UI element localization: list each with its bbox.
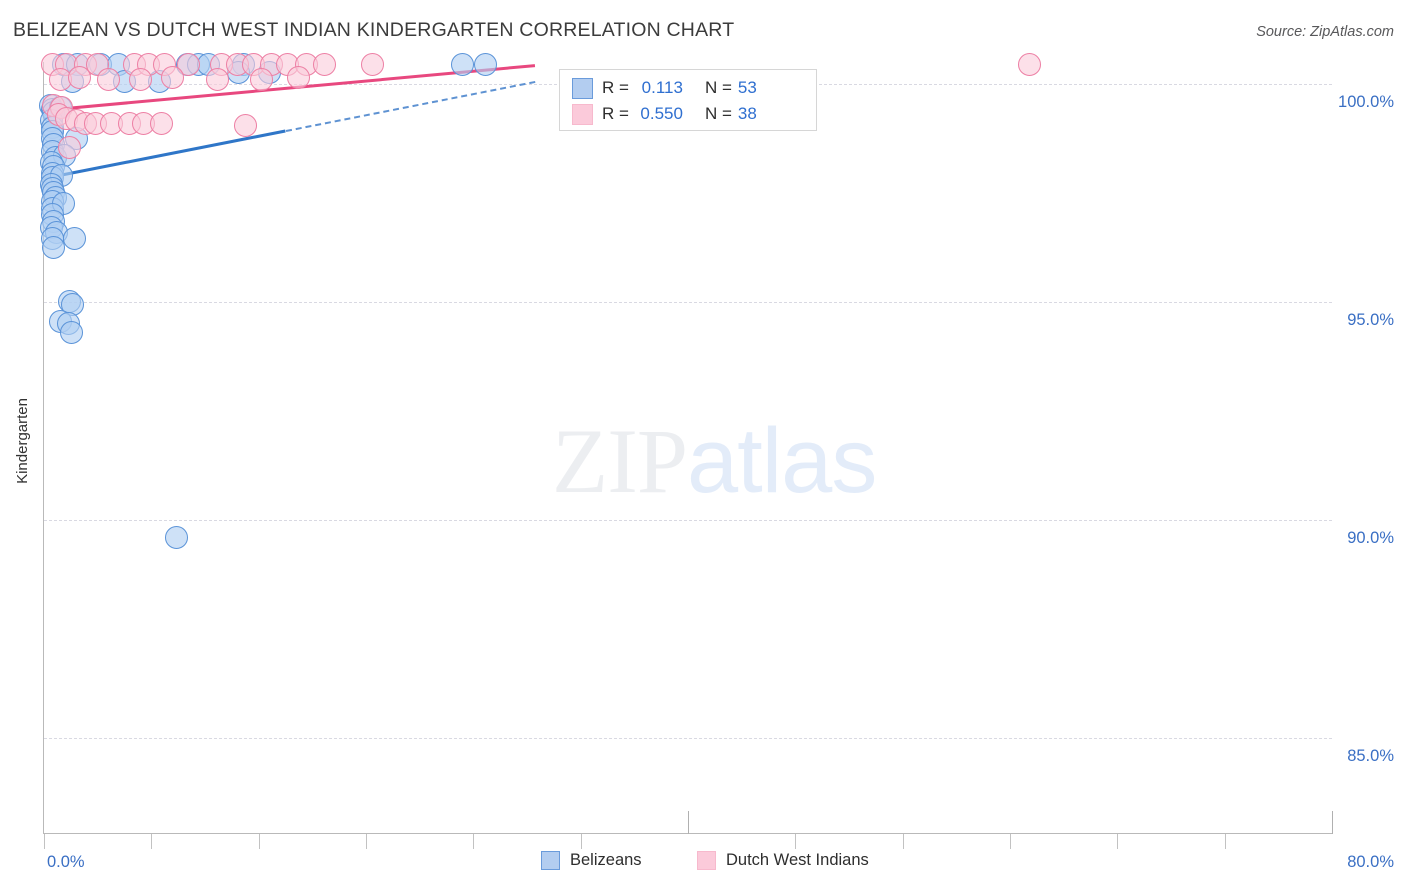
r-label-belizeans: R = (602, 78, 629, 97)
scatter-point-dutch-west-indians[interactable] (161, 65, 185, 89)
scatter-point-belizeans[interactable] (42, 235, 66, 259)
legend-swatch-belizeans (541, 851, 560, 870)
stats-row-dutch-west-indians: R = 0.550 N = 38 (572, 101, 757, 127)
scatter-point-belizeans[interactable] (451, 52, 475, 76)
y-axis-title: Kindergarten (14, 398, 31, 484)
scatter-point-dutch-west-indians[interactable] (1017, 52, 1041, 76)
y-axis-line (43, 62, 44, 834)
x-tick-5 (580, 834, 582, 849)
r-value-belizeans: 0.113 (641, 78, 683, 97)
scatter-point-dutch-west-indians[interactable] (177, 52, 201, 76)
legend-swatch-dutch-west-indians (697, 851, 716, 870)
n-value-belizeans: 53 (737, 78, 757, 97)
scatter-point-dutch-west-indians[interactable] (360, 52, 384, 76)
scatter-point-dutch-west-indians[interactable] (233, 113, 257, 137)
n-label-dutch-west-indians: N = (704, 104, 732, 123)
stats-swatch-belizeans (572, 77, 593, 99)
x-tick-2 (258, 834, 260, 849)
gridline-90 (44, 519, 1332, 521)
r-value-dutch-west-indians: 0.550 (640, 104, 683, 123)
y-tick-label-95: 95.0% (1347, 310, 1394, 329)
gridline-95 (44, 301, 1332, 303)
x-tick-12 (1332, 811, 1333, 834)
scatter-point-dutch-west-indians[interactable] (286, 65, 310, 89)
n-value-dutch-west-indians: 38 (737, 104, 757, 123)
legend-label-belizeans: Belizeans (570, 851, 642, 869)
y-tick-label-90: 90.0% (1347, 528, 1394, 547)
scatter-point-dutch-west-indians[interactable] (206, 67, 230, 91)
r-label-dutch-west-indians: R = (602, 104, 629, 123)
x-tick-4 (473, 834, 475, 849)
x-axis-min-label: 0.0% (47, 853, 85, 871)
x-axis-max-label: 80.0% (1347, 853, 1394, 871)
legend-label-dutch-west-indians: Dutch West Indians (726, 851, 869, 869)
x-tick-11 (1224, 834, 1226, 849)
x-tick-6 (688, 811, 689, 834)
x-tick-0 (44, 834, 45, 849)
scatter-point-dutch-west-indians[interactable] (312, 52, 336, 76)
y-tick-label-85: 85.0% (1347, 747, 1394, 766)
x-tick-9 (1010, 834, 1011, 849)
legend-item-belizeans[interactable]: Belizeans (541, 851, 642, 870)
scatter-point-belizeans[interactable] (59, 320, 83, 344)
stats-legend-box: R = 0.113 N = 53 R = 0.550 N = 38 (559, 69, 817, 131)
scatter-point-dutch-west-indians[interactable] (249, 67, 273, 91)
x-tick-1 (151, 834, 153, 849)
stats-swatch-dutch-west-indians (572, 103, 593, 125)
y-tick-label-100: 100.0% (1338, 92, 1394, 111)
gridline-85 (44, 738, 1332, 740)
page-title: BELIZEAN VS DUTCH WEST INDIAN KINDERGART… (13, 19, 735, 41)
x-tick-7 (795, 834, 797, 849)
scatter-point-dutch-west-indians[interactable] (96, 67, 120, 91)
scatter-point-belizeans[interactable] (164, 525, 188, 549)
x-tick-3 (366, 834, 367, 849)
scatter-point-dutch-west-indians[interactable] (150, 111, 174, 135)
x-tick-8 (902, 834, 904, 849)
scatter-point-dutch-west-indians[interactable] (67, 65, 91, 89)
scatter-point-dutch-west-indians[interactable] (58, 135, 82, 159)
legend-item-dutch-west-indians[interactable]: Dutch West Indians (697, 851, 869, 870)
scatter-point-belizeans[interactable] (473, 52, 497, 76)
scatter-point-belizeans[interactable] (63, 227, 87, 251)
stats-row-belizeans: R = 0.113 N = 53 (572, 75, 757, 101)
scatter-point-dutch-west-indians[interactable] (129, 67, 153, 91)
source-attribution: Source: ZipAtlas.com (1256, 24, 1394, 40)
trendline-belizeans-extension (285, 80, 536, 132)
x-tick-10 (1117, 834, 1119, 849)
plot-area (38, 52, 1332, 834)
n-label-belizeans: N = (704, 78, 732, 97)
